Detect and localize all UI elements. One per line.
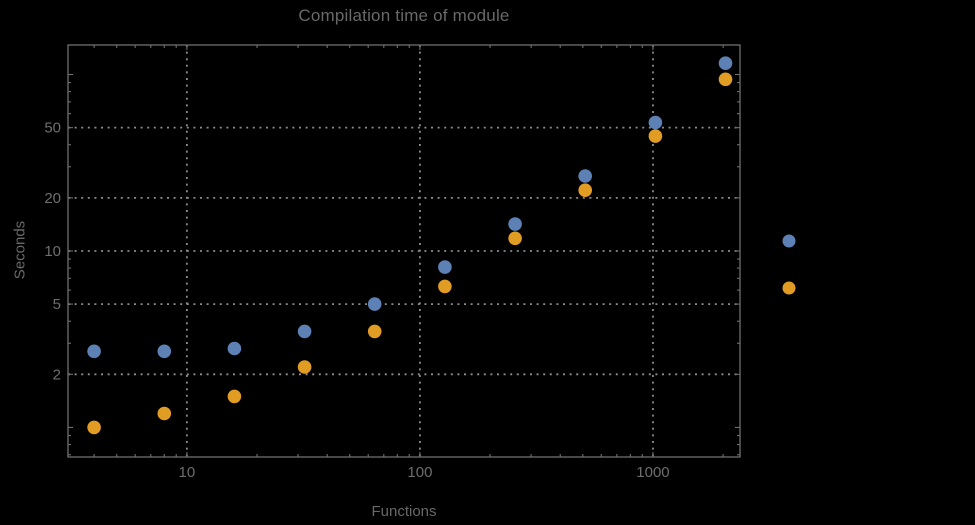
- data-point-orange: [578, 183, 592, 197]
- y-tick-label: 5: [53, 296, 61, 313]
- data-point-blue: [438, 260, 452, 274]
- y-tick-label: 10: [44, 243, 61, 260]
- data-point-orange: [718, 72, 733, 87]
- data-point-orange: [648, 129, 663, 143]
- y-tick-label: 50: [44, 120, 61, 137]
- data-point-orange: [367, 324, 382, 339]
- data-point-blue: [87, 344, 101, 359]
- chart-title: Compilation time of module: [298, 6, 510, 25]
- data-point-orange: [297, 360, 312, 374]
- data-point-blue: [578, 169, 592, 183]
- x-axis-label: Functions: [371, 503, 437, 520]
- data-point-orange: [508, 231, 522, 246]
- x-tick-label: 100: [407, 464, 432, 481]
- data-point-orange: [157, 406, 172, 421]
- data-point-blue: [227, 341, 242, 356]
- data-point-blue: [367, 297, 382, 311]
- x-tick-label: 10: [179, 464, 196, 481]
- data-point-orange: [227, 389, 242, 404]
- data-point-blue: [297, 324, 312, 339]
- data-point-blue: [508, 217, 522, 231]
- y-axis-label: Seconds: [11, 220, 29, 280]
- data-point-blue: [648, 115, 663, 130]
- legend-marker-blue: [782, 234, 796, 248]
- data-point-blue: [157, 344, 172, 359]
- data-point-orange: [87, 420, 101, 435]
- y-tick-label: 20: [44, 190, 61, 207]
- x-tick-label: 1000: [636, 464, 669, 481]
- legend-marker-orange: [782, 281, 796, 295]
- data-point-blue: [718, 56, 733, 70]
- data-point-orange: [438, 279, 452, 294]
- y-tick-label: 2: [53, 366, 61, 383]
